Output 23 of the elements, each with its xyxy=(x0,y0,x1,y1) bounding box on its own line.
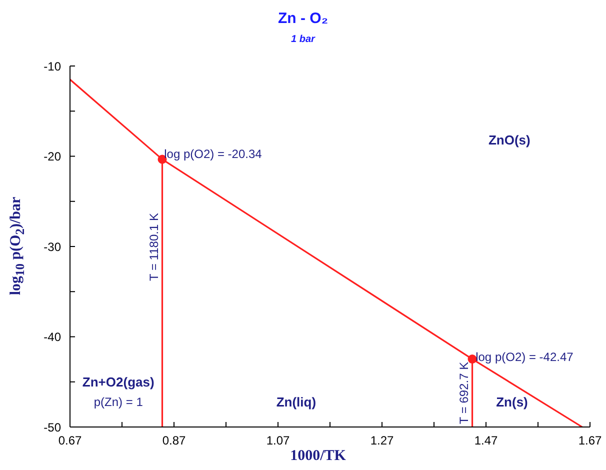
chart-title: Zn - O₂ xyxy=(277,10,329,27)
x-tick-label: 1.27 xyxy=(370,434,394,448)
annotation: T = 1180.1 K xyxy=(147,212,162,280)
x-tick-label: 1.47 xyxy=(474,434,498,448)
annotation: log p(O2) = -20.34 xyxy=(164,147,262,162)
x-tick-label: 1.07 xyxy=(266,434,290,448)
annotation: Zn(s) xyxy=(496,394,528,410)
chart-subtitle: 1 bar xyxy=(290,34,316,45)
y-tick-label: -20 xyxy=(44,150,62,164)
y-tick-label: -50 xyxy=(44,420,62,434)
x-tick-label: 0.67 xyxy=(58,434,82,448)
x-axis-title: 1000/TK xyxy=(289,448,347,465)
y-tick-label: -10 xyxy=(44,59,62,74)
y-tick-label: -40 xyxy=(44,330,62,344)
x-tick-label: 1.67 xyxy=(578,434,602,448)
annotation: ZnO(s) xyxy=(488,132,530,148)
annotation: p(Zn) = 1 xyxy=(94,394,143,409)
x-tick-label: 0.87 xyxy=(162,434,186,448)
annotation: T = 692.7 K xyxy=(457,362,472,424)
annotation: log p(O2) = -42.47 xyxy=(476,350,574,364)
annotation: Zn(liq) xyxy=(276,394,316,410)
y-tick-label: -30 xyxy=(44,240,62,254)
annotation: Zn+O2(gas) xyxy=(82,374,154,390)
